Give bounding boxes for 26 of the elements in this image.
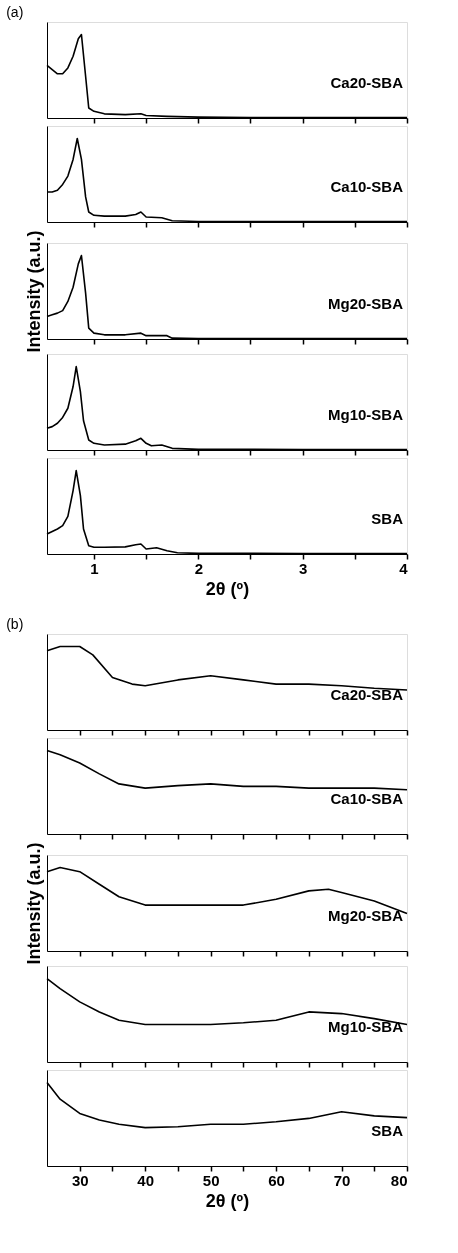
x-tick-label: 60 [268, 1171, 285, 1189]
chart-title: (a) [6, 4, 24, 20]
series-label: Ca10-SBA [330, 790, 404, 808]
series-label: SBA [371, 510, 404, 528]
x-tick-label: 1 [90, 559, 99, 577]
y-axis-title: Intensity (a.u.) [23, 842, 44, 965]
x-tick-label: 2 [194, 559, 203, 577]
series-label: Ca10-SBA [330, 178, 404, 196]
y-axis-title: Intensity (a.u.) [23, 230, 44, 353]
x-axis-title: 2θ (º) [205, 578, 250, 599]
x-tick-label: 80 [390, 1171, 408, 1189]
series-label: Mg10-SBA [327, 406, 404, 424]
series-label: Ca20-SBA [330, 74, 404, 92]
chart-title: (b) [6, 616, 24, 632]
x-tick-label: 70 [333, 1171, 351, 1189]
series-label: Mg20-SBA [327, 907, 404, 925]
series-label: Mg20-SBA [327, 295, 404, 313]
x-tick-label: 3 [298, 559, 308, 577]
x-tick-label: 4 [399, 559, 409, 577]
x-tick-label: 50 [202, 1171, 220, 1189]
x-tick-label: 30 [71, 1171, 89, 1189]
series-label: SBA [371, 1122, 404, 1140]
series-label: Mg10-SBA [327, 1018, 404, 1036]
series-label: Ca20-SBA [330, 686, 404, 704]
x-axis-title: 2θ (º) [205, 1190, 250, 1211]
x-tick-label: 40 [137, 1171, 155, 1189]
